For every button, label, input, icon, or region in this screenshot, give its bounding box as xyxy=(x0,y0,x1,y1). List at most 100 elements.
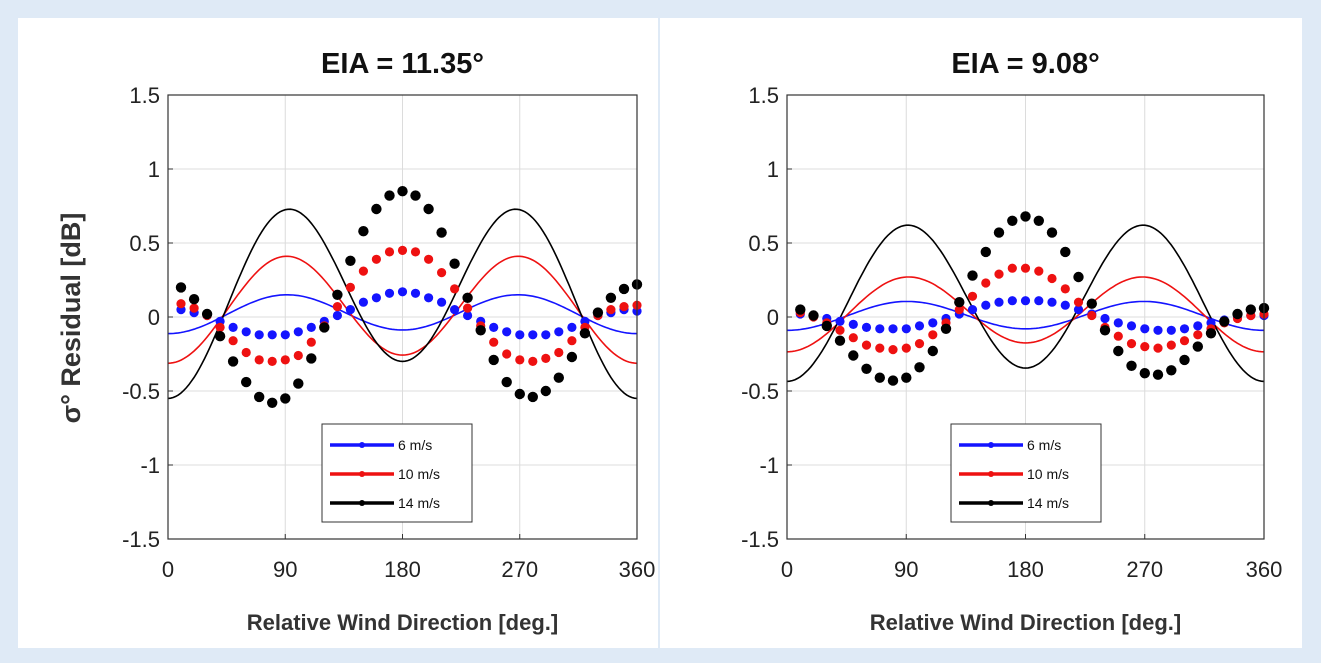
data-point-series-2 xyxy=(488,354,499,366)
data-point-series-1 xyxy=(424,254,434,264)
data-point-series-1 xyxy=(241,347,251,358)
data-point-series-0 xyxy=(1126,321,1137,331)
data-point-series-1 xyxy=(901,343,911,353)
data-point-series-2 xyxy=(1046,227,1058,238)
data-point-series-0 xyxy=(515,330,525,340)
y-tick-label: -1 xyxy=(759,453,779,478)
data-point-series-1 xyxy=(1060,284,1070,294)
y-tick-label: -1.5 xyxy=(741,527,779,552)
data-point-series-1 xyxy=(332,302,342,312)
data-point-series-1 xyxy=(606,305,616,315)
legend-marker-1 xyxy=(988,471,994,477)
data-point-series-2 xyxy=(1152,369,1164,380)
data-point-series-2 xyxy=(254,391,265,403)
legend-label-0: 6 m/s xyxy=(398,437,432,453)
data-point-series-1 xyxy=(835,325,845,335)
y-tick-label: -0.5 xyxy=(122,379,160,404)
data-point-series-0 xyxy=(293,327,303,337)
data-point-series-1 xyxy=(397,245,408,255)
data-point-series-1 xyxy=(554,347,564,358)
data-point-series-0 xyxy=(981,300,991,310)
data-point-series-0 xyxy=(1100,313,1110,324)
data-point-series-0 xyxy=(1047,297,1057,307)
data-point-series-0 xyxy=(528,330,538,340)
data-point-series-2 xyxy=(618,283,630,295)
data-point-series-1 xyxy=(1179,336,1190,346)
data-point-series-2 xyxy=(423,203,434,215)
data-point-series-2 xyxy=(887,375,899,386)
data-point-series-1 xyxy=(981,278,991,288)
data-point-series-1 xyxy=(215,322,225,332)
x-tick-label: 0 xyxy=(162,557,174,582)
data-point-series-2 xyxy=(1020,211,1031,222)
data-point-series-0 xyxy=(371,293,381,303)
data-point-series-0 xyxy=(967,305,978,315)
data-point-series-2 xyxy=(280,393,291,404)
data-point-series-0 xyxy=(901,324,911,334)
data-point-series-0 xyxy=(541,330,551,340)
data-point-series-2 xyxy=(605,292,617,303)
data-point-series-1 xyxy=(489,337,499,347)
data-point-series-0 xyxy=(1193,321,1203,331)
data-point-series-1 xyxy=(928,330,938,340)
data-point-series-2 xyxy=(332,289,343,300)
y-tick-label: 0.5 xyxy=(129,231,160,256)
data-point-series-1 xyxy=(1073,297,1084,307)
data-point-series-2 xyxy=(358,226,369,237)
legend-marker-0 xyxy=(359,442,365,448)
data-point-series-1 xyxy=(1047,273,1057,284)
fit-line-2 xyxy=(168,208,637,400)
data-point-series-2 xyxy=(201,308,213,320)
legend-marker-0 xyxy=(988,442,994,448)
data-point-series-2 xyxy=(940,323,952,334)
data-point-series-2 xyxy=(967,270,978,281)
fit-line-1 xyxy=(168,255,637,365)
data-point-series-2 xyxy=(927,345,938,357)
data-point-series-2 xyxy=(1033,215,1045,226)
x-tick-label: 360 xyxy=(619,557,656,582)
data-point-series-1 xyxy=(463,303,473,313)
data-point-series-0 xyxy=(1113,318,1123,328)
data-point-series-1 xyxy=(254,355,264,365)
data-point-series-0 xyxy=(489,322,499,332)
data-point-series-0 xyxy=(928,318,938,328)
data-point-series-0 xyxy=(1073,305,1084,315)
data-point-series-0 xyxy=(888,324,898,334)
data-point-series-0 xyxy=(835,316,845,326)
fit-line-1 xyxy=(787,276,1264,353)
data-point-series-1 xyxy=(293,350,303,361)
data-point-series-0 xyxy=(463,310,473,321)
data-point-series-1 xyxy=(358,266,368,276)
data-point-series-2 xyxy=(954,297,965,308)
data-point-series-0 xyxy=(848,319,858,329)
data-point-series-1 xyxy=(371,254,381,264)
data-point-series-2 xyxy=(384,190,395,201)
data-point-series-0 xyxy=(332,310,342,321)
data-point-series-1 xyxy=(967,291,978,301)
x-tick-label: 90 xyxy=(894,557,918,582)
data-point-series-0 xyxy=(241,327,251,337)
data-point-series-0 xyxy=(345,305,355,315)
data-point-series-0 xyxy=(861,322,872,332)
data-point-series-0 xyxy=(450,305,460,315)
y-tick-label: 0.5 xyxy=(748,231,779,256)
data-point-series-2 xyxy=(449,258,460,269)
data-point-series-2 xyxy=(980,246,991,258)
data-point-series-2 xyxy=(1126,360,1137,371)
data-point-series-0 xyxy=(994,297,1004,307)
data-point-series-1 xyxy=(954,305,964,315)
data-point-series-1 xyxy=(280,355,290,365)
data-point-series-1 xyxy=(541,353,551,363)
data-point-series-1 xyxy=(176,299,186,309)
data-point-series-1 xyxy=(502,349,512,359)
data-point-series-1 xyxy=(875,343,885,353)
data-point-series-0 xyxy=(424,293,434,303)
data-point-series-0 xyxy=(1166,325,1176,335)
legend-label-2: 14 m/s xyxy=(398,495,440,511)
data-point-series-2 xyxy=(1139,368,1151,379)
data-point-series-1 xyxy=(1034,266,1044,276)
data-point-series-2 xyxy=(1007,215,1018,226)
data-point-series-2 xyxy=(410,190,421,201)
data-point-series-2 xyxy=(227,356,239,367)
data-point-series-1 xyxy=(1166,340,1176,350)
